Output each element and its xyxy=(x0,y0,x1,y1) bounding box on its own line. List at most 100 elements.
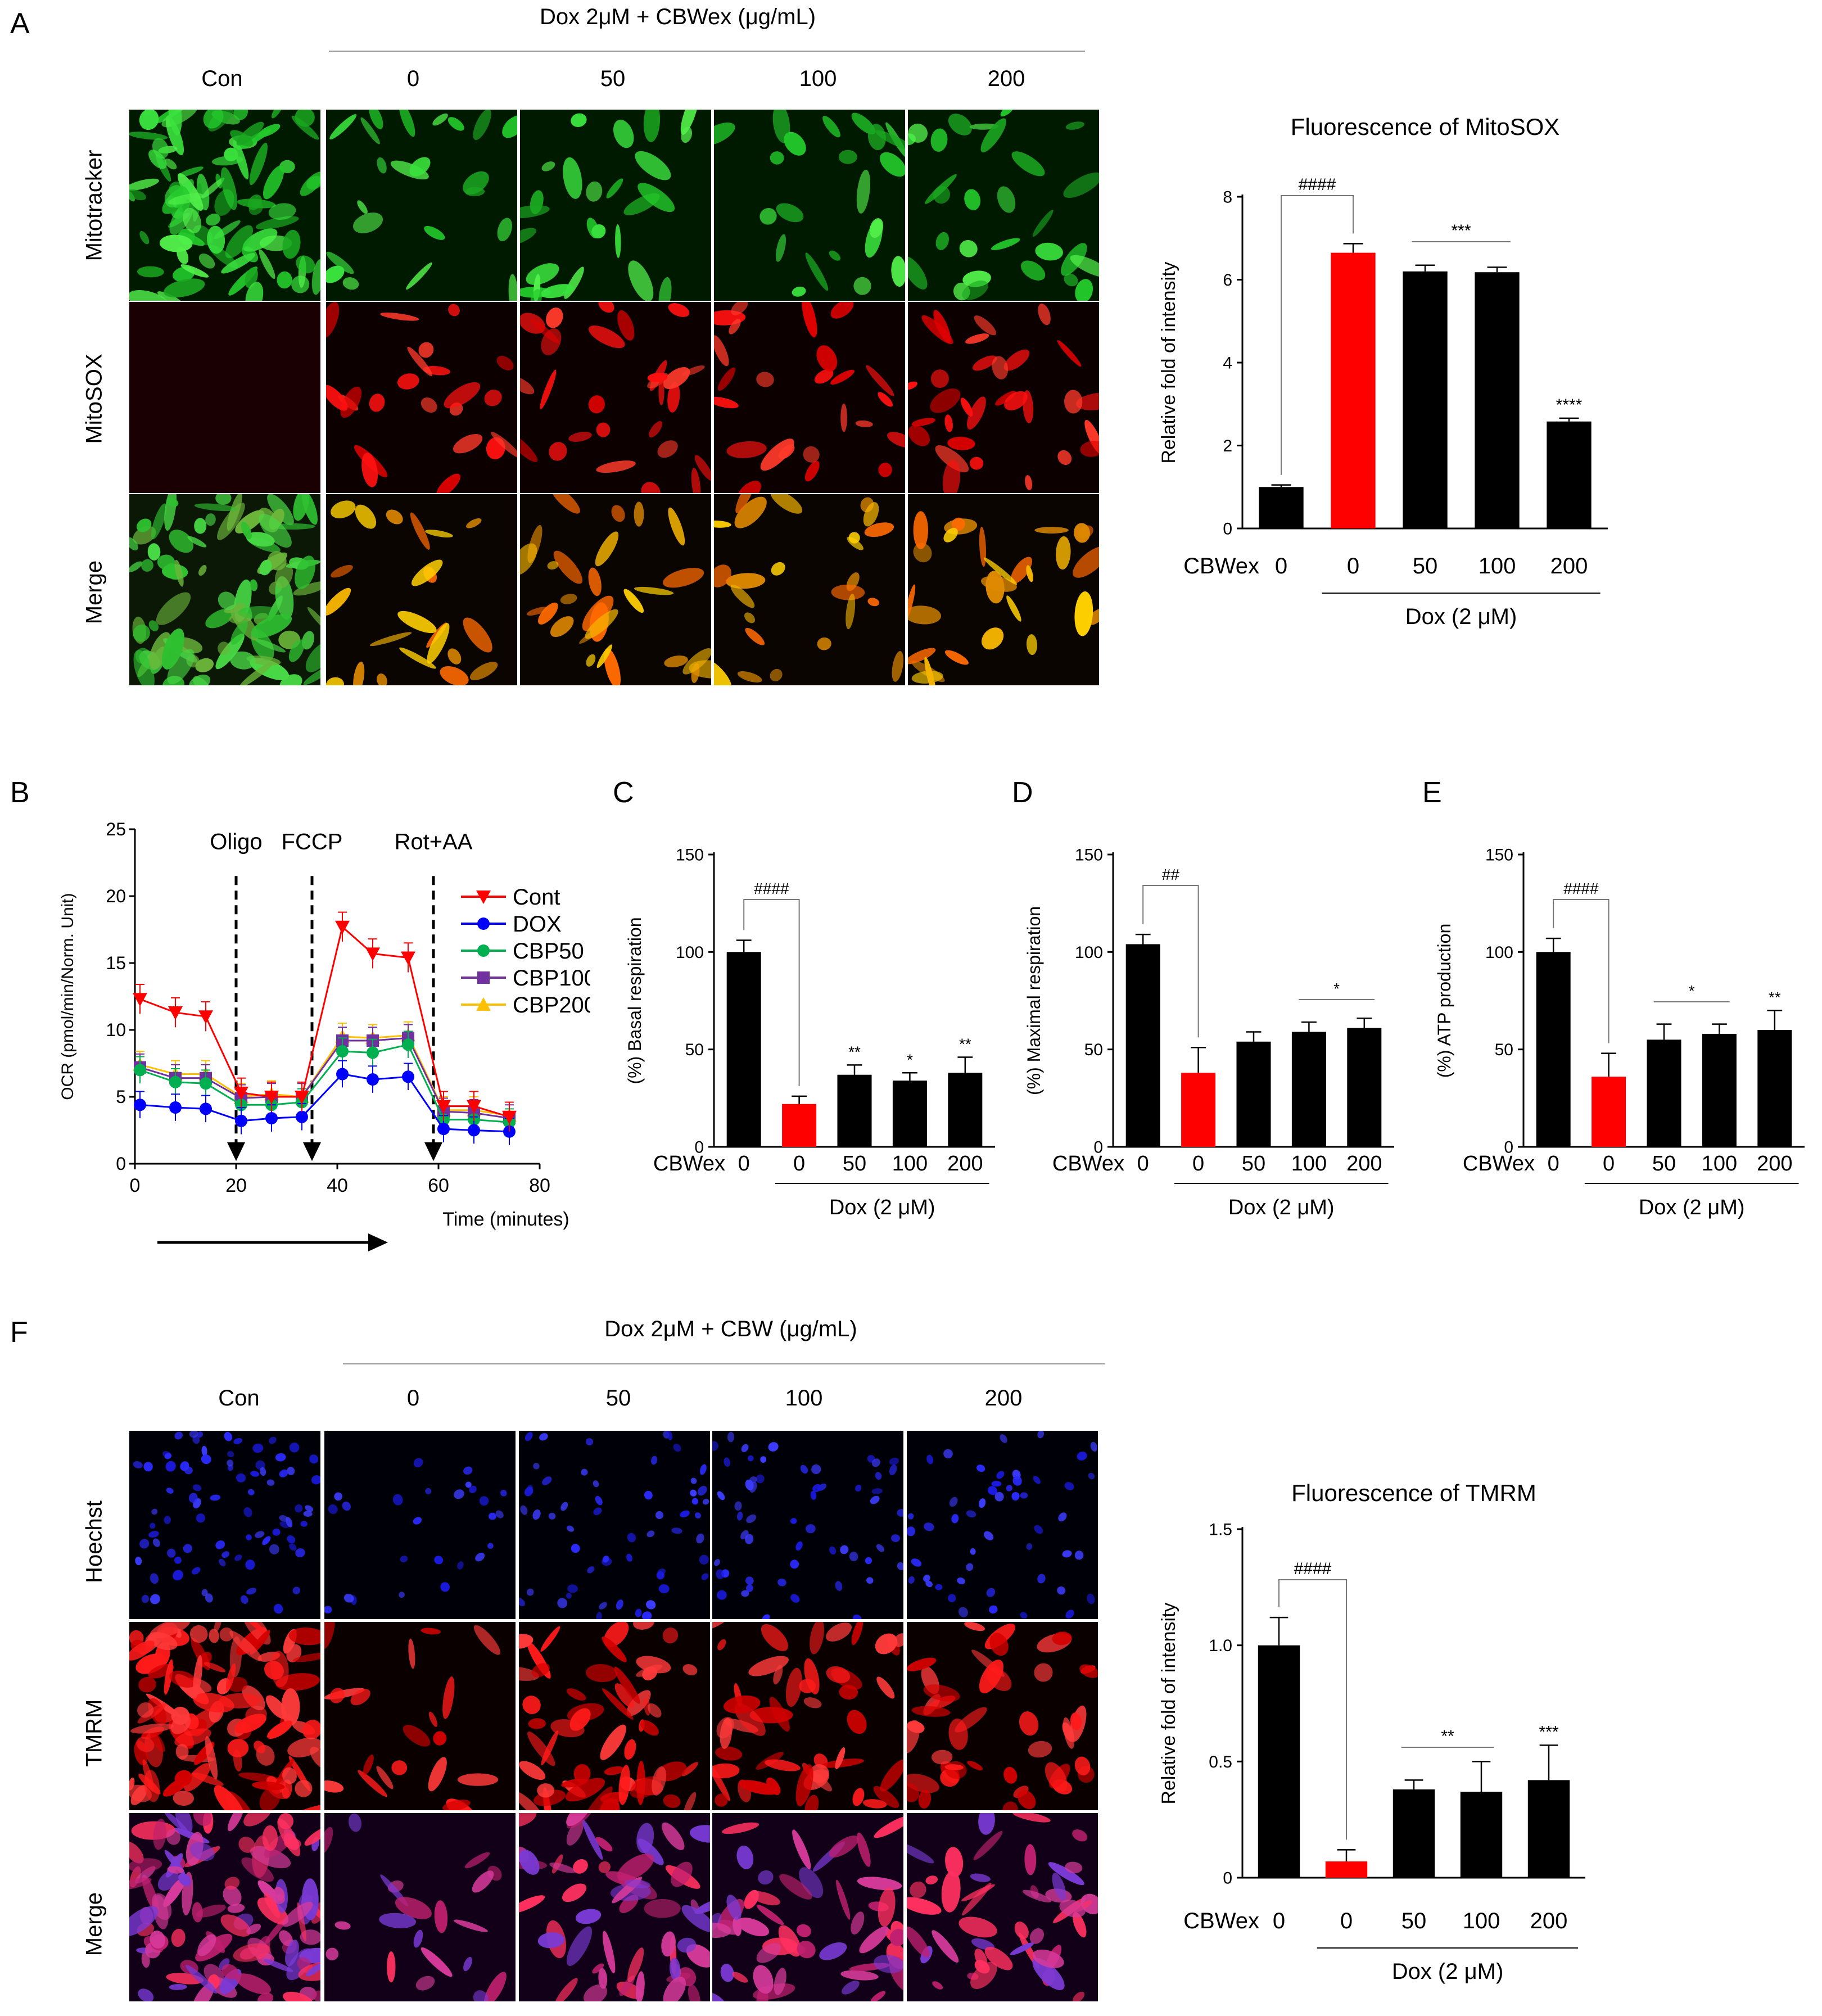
chart-f-bar-0 xyxy=(1258,1645,1300,1878)
micrograph-a-mitosox-2 xyxy=(520,302,711,493)
chart-c-bar-2 xyxy=(837,1074,872,1147)
chart-b-xtick-label-1: 20 xyxy=(225,1175,247,1196)
chart-e-ytick-label-3: 150 xyxy=(1485,846,1513,865)
chart-b-injection-label-0: Oligo xyxy=(210,830,262,855)
chart-c-ytick-label-1: 50 xyxy=(685,1041,704,1059)
chart-b-legend-marker-cont xyxy=(476,891,491,904)
chart-b-ytick-label-2: 10 xyxy=(106,1020,126,1040)
chart-c-bracket xyxy=(743,899,800,1086)
chart-e-category-0: 0 xyxy=(1548,1152,1559,1176)
chart-b-legend-label-cbp100: CBP100 xyxy=(513,966,590,991)
chart-c-group-label: Dox (2 μM) xyxy=(829,1196,935,1219)
chart-d-category-2: 50 xyxy=(1242,1152,1265,1176)
bar-chart-d: 0 50 100 150 (%) Maximal respiration 0 0 50 100 2… xyxy=(1024,846,1394,1219)
chart-b-point-dox-1 xyxy=(169,1101,182,1114)
microscopy-f-row-hoechst: Hoechst xyxy=(82,1500,107,1583)
chart-a-ylabel: Relative fold of intensity xyxy=(1158,261,1179,463)
chart-d-annotation-0: ## xyxy=(1162,866,1180,883)
chart-a-bar-1 xyxy=(1331,252,1376,528)
micrograph-a-mitosox-3 xyxy=(714,302,905,493)
chart-b-point-dox-5 xyxy=(296,1110,308,1123)
chart-d-category-0: 0 xyxy=(1137,1152,1149,1176)
micrograph-a-mitosox-4 xyxy=(908,302,1099,493)
chart-b-point-cbp50-2 xyxy=(200,1077,212,1090)
chart-c-xprefix: CBWex xyxy=(653,1152,725,1176)
micrograph-a-mitosox-0 xyxy=(129,302,320,493)
chart-c-annotation-1: ** xyxy=(848,1043,861,1060)
chart-e-bar-2 xyxy=(1647,1039,1681,1147)
chart-b-point-cont-8 xyxy=(401,951,415,965)
chart-b-legend-item-cbp200 xyxy=(476,997,491,1011)
chart-b-point-cbp50-6 xyxy=(336,1045,349,1058)
chart-b-series-dox xyxy=(134,1060,516,1145)
chart-f-title: Fluorescence of TMRM xyxy=(1291,1480,1536,1506)
chart-a-group-label: Dox (2 μM) xyxy=(1405,604,1517,629)
chart-a-category-4: 200 xyxy=(1550,554,1588,578)
micrograph-f-merge-3 xyxy=(712,1813,903,2001)
chart-d-bar-1 xyxy=(1181,1073,1216,1147)
chart-a-category-3: 100 xyxy=(1479,554,1516,578)
micrograph-f-hoechst-2 xyxy=(519,1431,710,1619)
chart-d-category-4: 200 xyxy=(1346,1152,1382,1176)
chart-b-ytick-label-0: 0 xyxy=(116,1154,126,1174)
micrograph-a-mitosox-1 xyxy=(326,302,517,493)
chart-b-point-cont-1 xyxy=(168,1006,183,1020)
chart-d-bar-0 xyxy=(1125,944,1160,1147)
chart-f-ytick-label-2: 1.0 xyxy=(1209,1637,1232,1655)
chart-d-bar-4 xyxy=(1347,1028,1382,1147)
chart-a-bar-3 xyxy=(1475,272,1520,528)
chart-b-legend-marker-cbp100 xyxy=(477,971,490,984)
chart-b-time-arrow-head xyxy=(368,1233,388,1251)
chart-b-series-cbp50 xyxy=(134,1030,516,1136)
chart-c-category-0: 0 xyxy=(738,1152,750,1176)
chart-f-category-4: 200 xyxy=(1530,1909,1568,1933)
chart-c-category-3: 100 xyxy=(892,1152,928,1176)
chart-d-ylabel: (%) Maximal respiration xyxy=(1024,906,1044,1095)
chart-a-category-1: 0 xyxy=(1347,554,1359,578)
chart-f-annotation-2: *** xyxy=(1539,1723,1558,1741)
chart-b-legend-label-cbp200: CBP200 xyxy=(513,993,590,1018)
micrograph-f-tmrm-2 xyxy=(519,1622,710,1810)
chart-f-category-3: 100 xyxy=(1463,1909,1500,1933)
microscopy-a-col-0: 0 xyxy=(406,66,420,91)
chart-b-line-cont xyxy=(139,925,510,1118)
chart-b-legend-item-cbp100 xyxy=(477,971,490,984)
chart-b-point-cont-10 xyxy=(467,1100,481,1114)
chart-e-ytick-label-0: 0 xyxy=(1504,1138,1513,1157)
chart-f-bar-2 xyxy=(1393,1789,1435,1878)
chart-b-ytick-label-3: 15 xyxy=(106,953,126,973)
chart-b-point-dox-8 xyxy=(402,1070,414,1083)
chart-a-category-2: 50 xyxy=(1413,554,1438,578)
micrograph-f-tmrm-4 xyxy=(907,1622,1098,1810)
micrograph-a-mitotracker-3 xyxy=(714,110,905,301)
chart-b-point-cont-6 xyxy=(335,920,350,934)
chart-f-category-1: 0 xyxy=(1340,1909,1353,1933)
chart-b-injection-arrow-2 xyxy=(424,1142,442,1161)
chart-b-injection-label-1: FCCP xyxy=(282,830,343,855)
chart-b-ylabel: OCR (pmol/min/Norm. Unit) xyxy=(58,893,77,1100)
chart-a-category-0: 0 xyxy=(1275,554,1287,578)
chart-b-legend-marker-dox xyxy=(477,917,490,930)
chart-b-line-cbp200 xyxy=(139,1034,510,1117)
chart-b-point-dox-9 xyxy=(437,1123,450,1136)
chart-a-bar-2 xyxy=(1403,271,1448,528)
chart-f-ylabel: Relative fold of intensity xyxy=(1158,1602,1179,1804)
chart-b-legend-item-cbp50 xyxy=(477,944,490,957)
microscopy-a-header: Dox 2μM + CBWex (μg/mL) xyxy=(540,4,816,29)
chart-a-ytick-label-0: 0 xyxy=(1223,520,1232,539)
chart-f-annotation-0: #### xyxy=(1294,1560,1332,1578)
micrograph-f-merge-0 xyxy=(129,1813,320,2001)
chart-e-category-1: 0 xyxy=(1603,1152,1615,1176)
microscopy-a-col-200: 200 xyxy=(987,66,1025,91)
chart-e-bar-3 xyxy=(1702,1033,1737,1147)
chart-a-bracket xyxy=(1281,195,1354,475)
chart-a-annotation-2: **** xyxy=(1556,396,1583,414)
chart-f-group-label: Dox (2 μM) xyxy=(1392,1959,1504,1984)
chart-b-point-cont-9 xyxy=(436,1100,451,1114)
chart-c-annotation-0: #### xyxy=(754,880,789,897)
chart-e-annotation-2: ** xyxy=(1769,988,1781,1006)
chart-f-ytick-label-0: 0 xyxy=(1223,1869,1232,1888)
chart-b-legend-label-cont: Cont xyxy=(513,885,560,910)
chart-b-legend-label-cbp50: CBP50 xyxy=(513,939,584,964)
chart-e-bar-1 xyxy=(1592,1077,1626,1147)
